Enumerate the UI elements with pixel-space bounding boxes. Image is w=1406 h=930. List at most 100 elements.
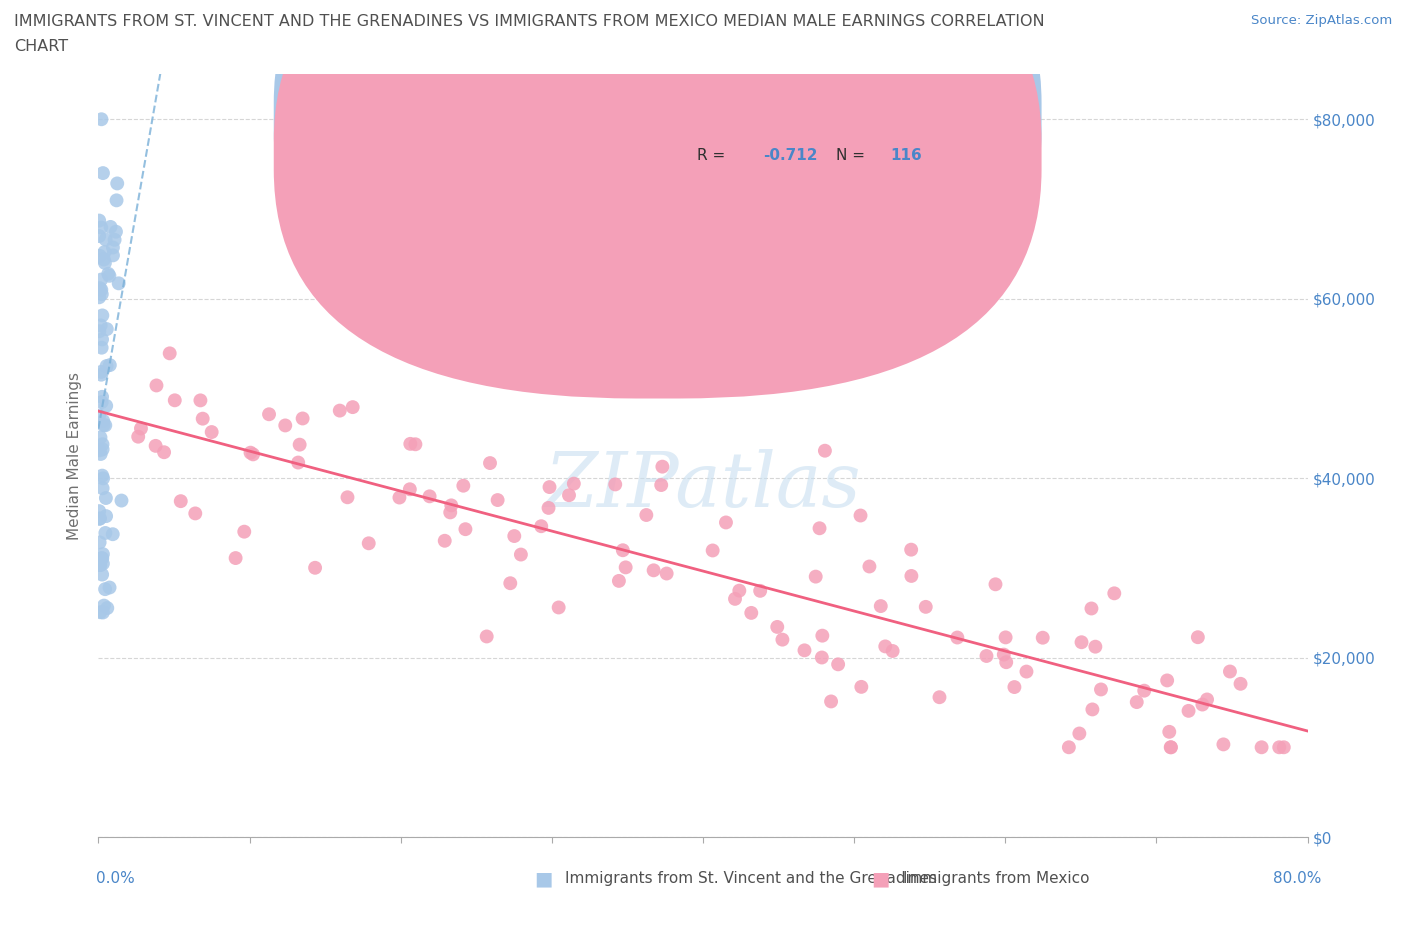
Point <box>1191 698 1213 712</box>
Point <box>90 220 112 235</box>
Point <box>1032 631 1054 645</box>
Point <box>105 176 128 191</box>
Point <box>1272 740 1295 755</box>
Point <box>91 414 114 429</box>
Point <box>91 551 114 565</box>
Point <box>233 525 256 539</box>
Point <box>90 394 112 409</box>
Point <box>1197 692 1219 707</box>
Point <box>643 563 665 578</box>
Point <box>304 561 326 576</box>
Point <box>605 477 627 492</box>
FancyBboxPatch shape <box>606 89 969 212</box>
Point <box>127 430 149 445</box>
Text: N =: N = <box>837 110 865 125</box>
Point <box>91 166 114 180</box>
Point <box>984 577 1007 591</box>
Point <box>89 408 111 423</box>
Point <box>869 599 891 614</box>
Point <box>827 657 849 671</box>
Text: 0.155: 0.155 <box>763 110 811 125</box>
Point <box>766 619 789 634</box>
Point <box>900 568 922 583</box>
Point <box>1070 635 1092 650</box>
Point <box>90 283 112 298</box>
Point <box>145 378 167 392</box>
Point <box>98 580 121 595</box>
Point <box>96 359 118 374</box>
Point <box>475 629 498 644</box>
Point <box>419 489 441 504</box>
Point <box>702 543 724 558</box>
Point <box>607 574 630 589</box>
Point <box>89 511 111 525</box>
Point <box>170 494 193 509</box>
Text: CHART: CHART <box>14 39 67 54</box>
Text: IMMIGRANTS FROM ST. VINCENT AND THE GRENADINES VS IMMIGRANTS FROM MEXICO MEDIAN : IMMIGRANTS FROM ST. VINCENT AND THE GREN… <box>14 14 1045 29</box>
Point <box>107 276 129 291</box>
Point <box>184 506 207 521</box>
Text: -0.712: -0.712 <box>763 148 818 163</box>
Point <box>91 605 114 620</box>
Point <box>101 248 124 263</box>
Point <box>91 308 114 323</box>
Point <box>153 445 176 459</box>
Point <box>740 605 762 620</box>
Point <box>1250 740 1272 755</box>
Point <box>96 322 118 337</box>
Point <box>104 224 127 239</box>
Point <box>89 535 111 550</box>
Point <box>993 647 1015 662</box>
Text: Immigrants from Mexico: Immigrants from Mexico <box>903 871 1090 886</box>
Point <box>499 576 522 591</box>
Point <box>946 631 969 645</box>
Point <box>714 515 737 530</box>
Point <box>94 232 117 247</box>
Point <box>91 547 114 562</box>
Point <box>105 193 128 207</box>
Point <box>145 438 167 453</box>
Point <box>90 365 112 379</box>
Point <box>91 442 114 457</box>
Point <box>453 478 475 493</box>
Point <box>479 456 502 471</box>
Point <box>89 512 111 526</box>
Text: ■: ■ <box>534 870 553 888</box>
Point <box>239 445 262 460</box>
Point <box>398 482 420 497</box>
Point <box>201 425 224 440</box>
Point <box>274 418 297 432</box>
Y-axis label: Median Male Earnings: Median Male Earnings <box>67 372 83 539</box>
Point <box>1104 586 1126 601</box>
Point <box>1229 676 1251 691</box>
Point <box>858 559 880 574</box>
Point <box>96 398 118 413</box>
Point <box>90 112 112 126</box>
Point <box>404 437 426 452</box>
Point <box>440 498 463 512</box>
Point <box>291 411 314 426</box>
Point <box>1160 740 1182 755</box>
Point <box>98 358 121 373</box>
Point <box>793 643 815 658</box>
Point <box>1160 740 1182 755</box>
Point <box>914 600 936 615</box>
Text: ■: ■ <box>872 870 890 888</box>
Point <box>537 500 560 515</box>
Point <box>808 521 831 536</box>
Point <box>875 639 897 654</box>
Point <box>90 318 112 333</box>
Point <box>97 266 120 281</box>
Point <box>538 480 561 495</box>
Point <box>1187 630 1209 644</box>
Point <box>91 556 114 571</box>
Point <box>89 281 111 296</box>
Point <box>454 522 477 537</box>
Point <box>994 630 1017 644</box>
Point <box>399 436 422 451</box>
Point <box>129 421 152 436</box>
Point <box>90 286 112 301</box>
Point <box>1084 639 1107 654</box>
Point <box>1090 682 1112 697</box>
Point <box>89 229 111 244</box>
